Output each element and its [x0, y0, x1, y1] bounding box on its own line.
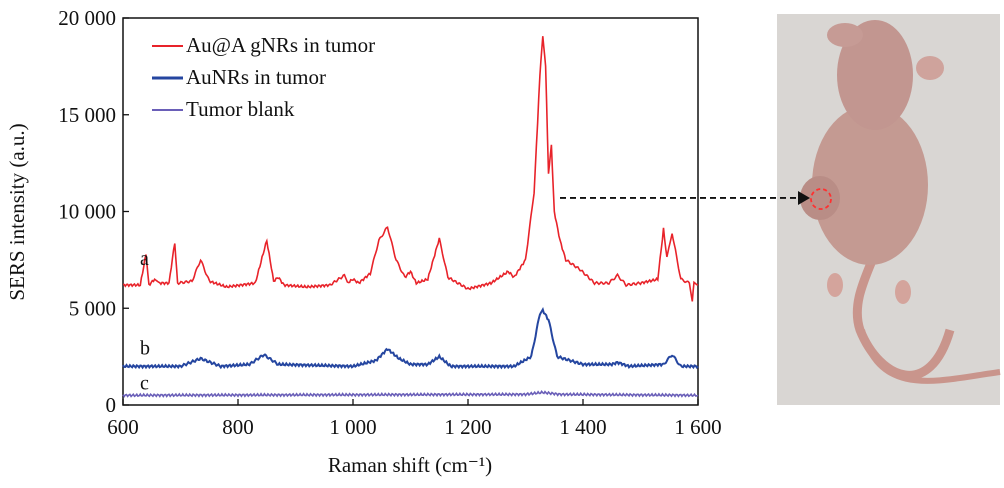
- legend-entry: Au@A gNRs in tumor: [186, 33, 375, 57]
- tumor-marker-circle: [810, 188, 832, 210]
- y-tick-label: 5 000: [69, 296, 116, 320]
- legend-entry: Tumor blank: [186, 97, 295, 121]
- y-tick-label: 10 000: [58, 200, 116, 224]
- legend-entry: AuNRs in tumor: [186, 65, 326, 89]
- y-tick-label: 0: [106, 393, 117, 417]
- curve-label: a: [140, 248, 149, 270]
- y-tick-label: 20 000: [58, 6, 116, 30]
- x-axis-label: Raman shift (cm⁻¹): [328, 453, 492, 477]
- curve-label: b: [140, 337, 150, 359]
- dashed-arrow: [560, 190, 810, 205]
- y-tick-label: 15 000: [58, 103, 116, 127]
- arrow-head-icon: [798, 190, 810, 205]
- series-line-2: [122, 306, 699, 370]
- series-line-1: [122, 36, 699, 302]
- series-line-3: [122, 390, 699, 398]
- x-tick-label: 1 000: [329, 415, 376, 439]
- x-tick-label: 600: [107, 415, 139, 439]
- curve-label: c: [140, 372, 149, 394]
- x-tick-label: 1 200: [444, 415, 491, 439]
- x-tick-label: 1 400: [559, 415, 606, 439]
- x-tick-label: 800: [222, 415, 254, 439]
- x-tick-label: 1 600: [674, 415, 721, 439]
- y-axis-label: SERS intensity (a.u.): [5, 123, 29, 300]
- mouse-photo: [777, 14, 1001, 405]
- legend: Au@A gNRs in tumor AuNRs in tumor Tumor bl…: [152, 33, 375, 121]
